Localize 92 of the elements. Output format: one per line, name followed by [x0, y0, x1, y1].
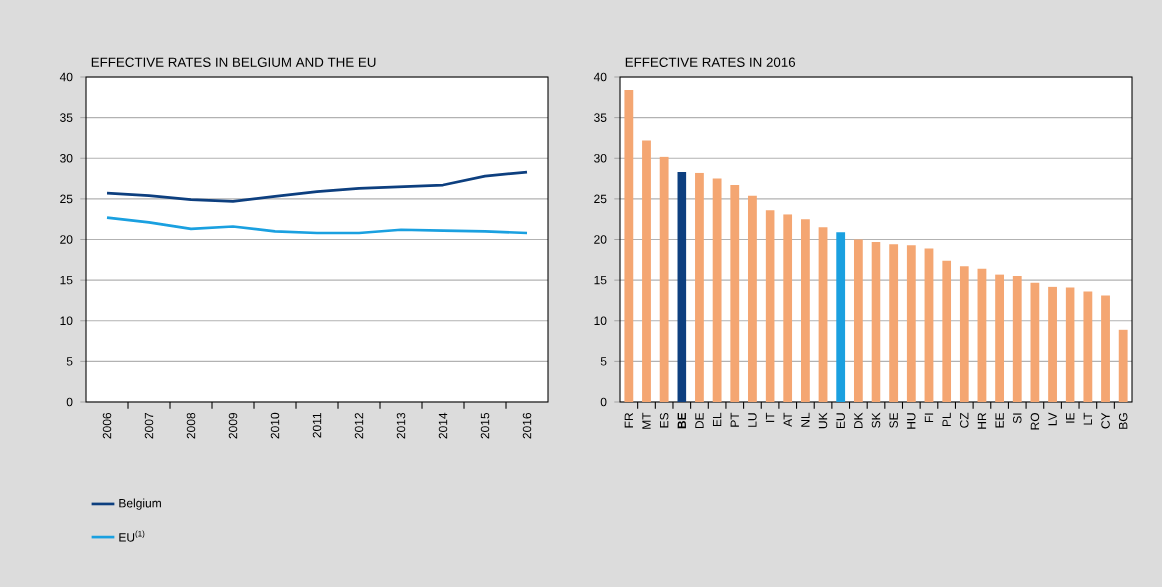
x-tick-label: 2015: [480, 412, 490, 439]
x-tick-label: LU: [748, 413, 757, 427]
x-tick-label: NL: [801, 412, 810, 427]
x-tick-label: 2009: [228, 412, 238, 439]
y-tick-label: 0: [66, 397, 73, 407]
x-tick-label: AT: [783, 412, 792, 427]
bar: [1083, 291, 1093, 402]
bar: [853, 239, 863, 402]
x-tick-label: EE: [995, 412, 1004, 428]
bar: [995, 274, 1005, 402]
y-tick-label: 35: [594, 113, 607, 122]
bar: [1065, 287, 1075, 402]
y-tick-label: 30: [594, 154, 607, 163]
bar: [695, 172, 704, 402]
y-tick-label: 10: [60, 316, 73, 326]
y-tick-label: 15: [594, 275, 607, 285]
x-tick-label: IT: [765, 412, 775, 422]
bar: [924, 248, 934, 402]
x-tick-label: DE: [695, 412, 704, 429]
x-tick-label: BE: [677, 412, 686, 429]
y-tick-label: 15: [60, 275, 73, 285]
y-tick-label: 40: [59, 72, 73, 82]
x-tick-label: PL: [942, 412, 951, 427]
y-tick-label: 30: [60, 154, 73, 163]
bar: [906, 245, 916, 402]
x-tick-label: 2014: [438, 412, 448, 439]
x-tick-label: 2008: [186, 412, 196, 439]
line-series: [105, 216, 529, 235]
bar: [765, 210, 775, 402]
x-tick-label: MT: [642, 412, 651, 429]
bar: [783, 214, 793, 402]
x-tick-label: CY: [1101, 412, 1110, 429]
bar: [889, 244, 899, 402]
x-tick-label: HU: [907, 413, 916, 429]
x-tick-label: 2011: [312, 412, 322, 438]
bar: [712, 178, 722, 402]
legend-label: EU$^{(1)}$: [119, 530, 145, 542]
x-tick-label: 2007: [144, 413, 154, 439]
x-tick-label: 2006: [102, 412, 112, 439]
y-tick-label: 25: [594, 194, 607, 204]
x-tick-label: DK: [854, 412, 863, 429]
x-tick-label: 2013: [396, 412, 406, 439]
y-tick-label: 40: [593, 72, 607, 82]
bar: [818, 227, 828, 402]
bar: [942, 260, 952, 402]
x-tick-label: EU: [836, 413, 845, 429]
x-tick-label: CZ: [960, 412, 969, 428]
x-tick-label: RO: [1030, 412, 1040, 430]
chart-title: EFFECTIVE RATES IN BELGIUM AND THE EU: [91, 57, 376, 67]
x-tick-label: UK: [818, 412, 828, 429]
bar: [959, 266, 969, 402]
x-tick-label: PT: [730, 412, 739, 427]
x-tick-label: FR: [624, 412, 633, 428]
bar: [1012, 276, 1022, 402]
legend-label: Belgium: [119, 498, 161, 510]
x-tick-label: LT: [1083, 412, 1092, 425]
x-tick-label: FI: [924, 413, 934, 423]
bar: [1048, 286, 1057, 402]
x-tick-label: 2016: [522, 412, 532, 439]
x-tick-label: 2010: [270, 412, 280, 439]
x-tick-label: ES: [659, 412, 669, 428]
x-tick-label: BG: [1118, 413, 1128, 429]
bar: [1118, 329, 1128, 402]
bar: [642, 140, 651, 402]
x-tick-label: HR: [977, 412, 987, 429]
bar: [677, 172, 687, 402]
x-tick-label: IE: [1066, 412, 1075, 423]
y-tick-label: 5: [66, 357, 73, 366]
bar: [800, 219, 810, 402]
bar: [748, 195, 757, 402]
bar: [871, 241, 881, 402]
bar: [1030, 282, 1040, 402]
bar: [624, 90, 634, 402]
x-tick-label: EL: [712, 412, 722, 427]
y-tick-label: 20: [60, 235, 73, 244]
x-tick-label: 2012: [354, 413, 364, 439]
y-tick-label: 25: [60, 194, 73, 204]
y-tick-label: 10: [594, 316, 607, 326]
y-tick-label: 20: [594, 235, 607, 244]
bar: [659, 156, 669, 402]
bar: [1101, 295, 1110, 402]
x-tick-label: LV: [1048, 412, 1057, 426]
y-tick-label: 35: [60, 113, 73, 122]
y-tick-label: 5: [600, 357, 607, 366]
x-tick-label: SK: [871, 412, 881, 428]
bar: [977, 268, 987, 402]
bar: [730, 185, 740, 402]
y-tick-label: 0: [600, 397, 607, 407]
chart-title: EFFECTIVE RATES IN 2016: [625, 57, 796, 67]
x-tick-label: SI: [1013, 413, 1022, 424]
x-tick-label: SE: [889, 412, 898, 428]
bar: [836, 232, 846, 402]
